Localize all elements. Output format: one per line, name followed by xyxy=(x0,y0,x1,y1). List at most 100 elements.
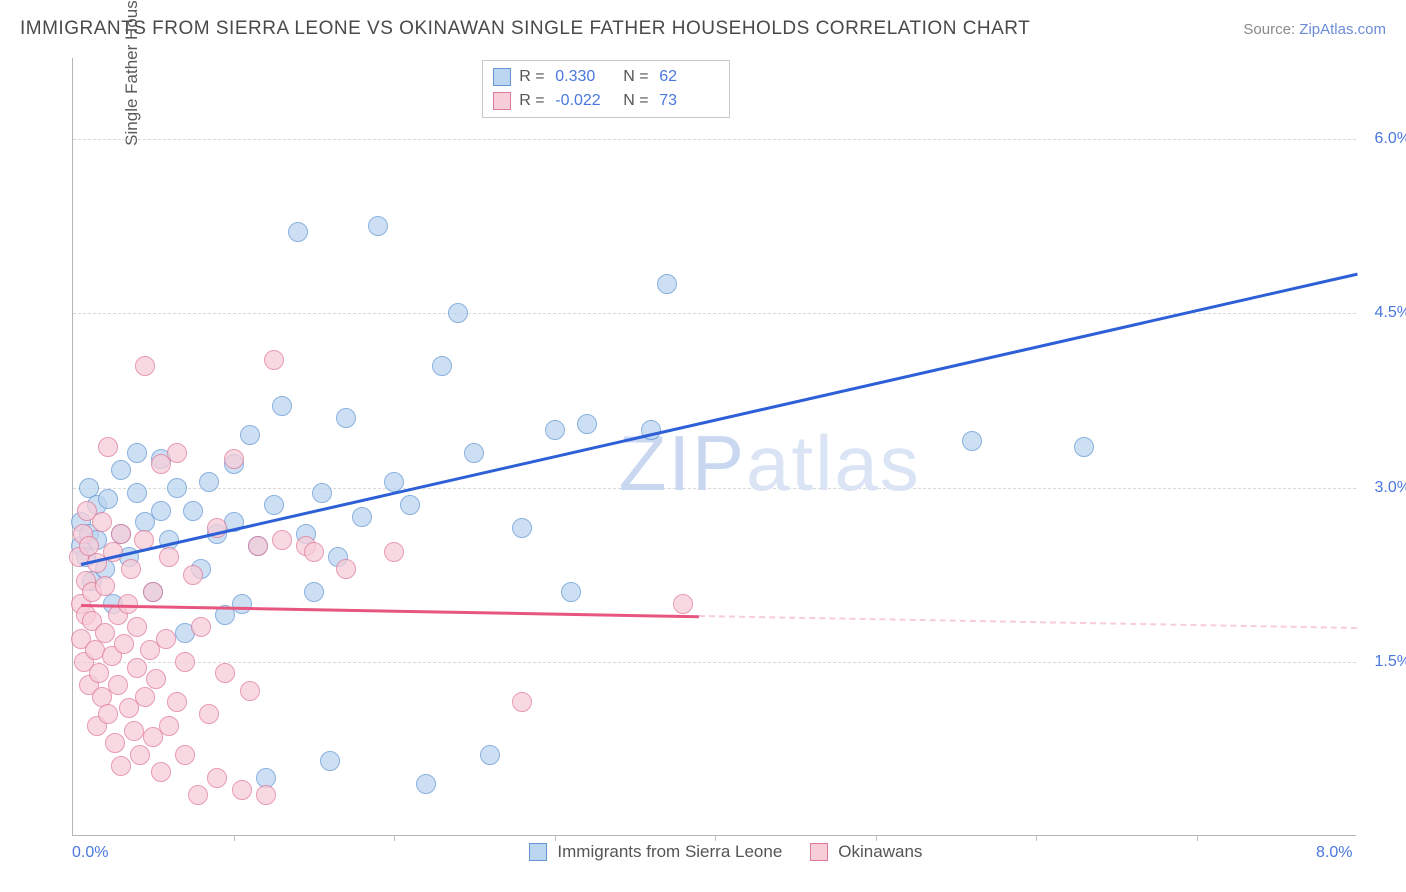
x-minor-tick xyxy=(876,835,877,841)
data-point xyxy=(336,408,356,428)
data-point xyxy=(114,634,134,654)
data-point xyxy=(264,350,284,370)
n-label: N = xyxy=(623,92,651,110)
data-point xyxy=(561,582,581,602)
data-point xyxy=(127,483,147,503)
series-legend: Immigrants from Sierra Leone Okinawans xyxy=(529,842,922,862)
data-point xyxy=(167,692,187,712)
data-point xyxy=(159,716,179,736)
y-tick-label: 6.0% xyxy=(1375,130,1406,148)
y-tick-label: 3.0% xyxy=(1375,479,1406,497)
data-point xyxy=(272,396,292,416)
data-point xyxy=(512,692,532,712)
y-tick-label: 1.5% xyxy=(1375,653,1406,671)
data-point xyxy=(95,623,115,643)
data-point xyxy=(151,501,171,521)
data-point xyxy=(124,721,144,741)
data-point xyxy=(657,274,677,294)
data-point xyxy=(191,617,211,637)
x-tick-min: 0.0% xyxy=(72,844,108,862)
r-value: -0.022 xyxy=(555,92,615,110)
data-point xyxy=(167,443,187,463)
trend-line xyxy=(81,273,1358,566)
legend-label: Immigrants from Sierra Leone xyxy=(557,842,782,862)
legend-label: Okinawans xyxy=(838,842,922,862)
data-point xyxy=(272,530,292,550)
gridline xyxy=(73,139,1356,140)
data-point xyxy=(92,512,112,532)
data-point xyxy=(400,495,420,515)
plot-region: 1.5%3.0%4.5%6.0%ZIPatlasR =0.330N =62R =… xyxy=(72,58,1356,836)
data-point xyxy=(199,704,219,724)
data-point xyxy=(480,745,500,765)
data-point xyxy=(312,483,332,503)
legend-swatch xyxy=(493,92,511,110)
data-point xyxy=(89,663,109,683)
data-point xyxy=(105,733,125,753)
n-value: 73 xyxy=(659,92,719,110)
x-minor-tick xyxy=(1197,835,1198,841)
trend-line-extrapolated xyxy=(699,615,1357,629)
data-point xyxy=(207,768,227,788)
data-point xyxy=(264,495,284,515)
data-point xyxy=(215,663,235,683)
data-point xyxy=(248,536,268,556)
correlation-legend: R = 0.330 N = 62 R = -0.022 N = 73 xyxy=(482,60,730,118)
data-point xyxy=(183,565,203,585)
data-point xyxy=(127,617,147,637)
data-point xyxy=(288,222,308,242)
data-point xyxy=(95,576,115,596)
data-point xyxy=(98,489,118,509)
data-point xyxy=(175,652,195,672)
data-point xyxy=(368,216,388,236)
data-point xyxy=(256,785,276,805)
data-point xyxy=(111,524,131,544)
data-point xyxy=(577,414,597,434)
source-link[interactable]: ZipAtlas.com xyxy=(1299,21,1386,38)
data-point xyxy=(143,582,163,602)
source-prefix: Source: xyxy=(1243,21,1299,38)
r-label: R = xyxy=(519,68,547,86)
data-point xyxy=(159,547,179,567)
r-value: 0.330 xyxy=(555,68,615,86)
x-minor-tick xyxy=(715,835,716,841)
data-point xyxy=(121,559,141,579)
data-point xyxy=(673,594,693,614)
y-tick-label: 4.5% xyxy=(1375,304,1406,322)
r-label: R = xyxy=(519,92,547,110)
legend-row: R = 0.330 N = 62 xyxy=(493,65,719,89)
data-point xyxy=(127,443,147,463)
x-minor-tick xyxy=(1036,835,1037,841)
legend-item: Okinawans xyxy=(810,842,922,862)
trend-line xyxy=(81,604,699,618)
source-label: Source: ZipAtlas.com xyxy=(1243,21,1386,38)
data-point xyxy=(352,507,372,527)
x-tick-max: 8.0% xyxy=(1316,844,1352,862)
data-point xyxy=(167,478,187,498)
x-minor-tick xyxy=(394,835,395,841)
data-point xyxy=(232,780,252,800)
data-point xyxy=(111,460,131,480)
data-point xyxy=(962,431,982,451)
data-point xyxy=(175,745,195,765)
data-point xyxy=(240,681,260,701)
data-point xyxy=(156,629,176,649)
data-point xyxy=(1074,437,1094,457)
data-point xyxy=(108,675,128,695)
data-point xyxy=(232,594,252,614)
data-point xyxy=(512,518,532,538)
chart-title: IMMIGRANTS FROM SIERRA LEONE VS OKINAWAN… xyxy=(20,18,1030,40)
legend-swatch xyxy=(493,68,511,86)
legend-swatch xyxy=(810,843,828,861)
data-point xyxy=(384,542,404,562)
n-label: N = xyxy=(623,68,651,86)
data-point xyxy=(111,756,131,776)
data-point xyxy=(432,356,452,376)
data-point xyxy=(188,785,208,805)
data-point xyxy=(224,449,244,469)
data-point xyxy=(240,425,260,445)
data-point xyxy=(183,501,203,521)
n-value: 62 xyxy=(659,68,719,86)
data-point xyxy=(304,542,324,562)
data-point xyxy=(135,356,155,376)
